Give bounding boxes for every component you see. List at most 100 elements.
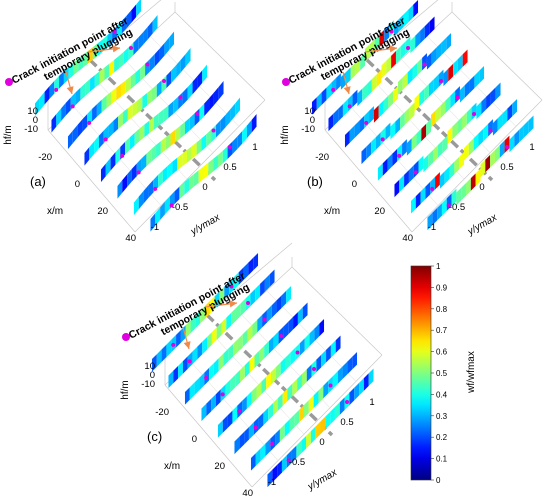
fracture-cell bbox=[175, 125, 181, 143]
fracture-cell bbox=[78, 54, 84, 72]
initiation-point bbox=[270, 441, 275, 446]
fracture-cell bbox=[339, 397, 345, 415]
fracture-cell bbox=[59, 71, 64, 89]
fracture-cell bbox=[108, 120, 114, 139]
fracture-cell bbox=[192, 76, 198, 95]
fracture-cell bbox=[480, 159, 486, 178]
fracture-cell bbox=[464, 80, 470, 98]
fracture-cell bbox=[326, 345, 331, 363]
fracture-cell bbox=[448, 63, 454, 82]
fracture-cell bbox=[84, 147, 90, 166]
fracture-cell bbox=[391, 51, 396, 69]
fracture-cell bbox=[235, 97, 241, 116]
fracture-cell bbox=[271, 300, 277, 318]
fracture-cell bbox=[168, 370, 174, 389]
fracture-cell bbox=[509, 134, 515, 153]
fracture-cell bbox=[194, 377, 200, 395]
fracture-cell bbox=[147, 88, 152, 106]
fracture-cell bbox=[151, 354, 157, 372]
fracture-cell bbox=[177, 153, 183, 171]
fracture-cell bbox=[445, 95, 451, 114]
fracture-cell bbox=[474, 70, 480, 89]
fracture-cell bbox=[68, 62, 74, 80]
fracture-cell bbox=[283, 321, 289, 340]
initiation-point bbox=[145, 62, 150, 67]
fracture-cell bbox=[399, 174, 405, 193]
colorbar-tick-label: 1 bbox=[436, 262, 441, 271]
fracture-cell bbox=[362, 83, 368, 102]
fracture-cell bbox=[235, 303, 241, 321]
axis-box-edge bbox=[411, 99, 543, 233]
fracture-cell bbox=[131, 163, 137, 182]
fracture-cell bbox=[268, 336, 274, 354]
initiation-point bbox=[211, 128, 216, 133]
y-tick-label: 1 bbox=[252, 142, 257, 153]
initiation-point bbox=[195, 111, 200, 116]
fracture-cell bbox=[135, 68, 141, 86]
annotation-text: Crack initiation point aftertemporary pl… bbox=[10, 15, 136, 97]
fracture-cell bbox=[393, 86, 398, 104]
fracture-cell bbox=[222, 146, 228, 164]
fracture-cell bbox=[121, 80, 126, 97]
fracture-cell bbox=[431, 110, 436, 128]
fracture-cell bbox=[359, 378, 364, 396]
panel-a: Crack initiation point aftertemporary pl… bbox=[3, 0, 266, 244]
fracture-cell bbox=[187, 146, 192, 163]
fracture-cell bbox=[209, 92, 214, 111]
fracture-cell bbox=[514, 129, 520, 148]
fracture-cell bbox=[424, 84, 429, 102]
fracture-cell bbox=[258, 412, 264, 431]
fracture-cell bbox=[243, 262, 249, 281]
fracture-cell bbox=[408, 4, 414, 23]
fracture-cell bbox=[182, 356, 188, 374]
fracture-cell bbox=[415, 191, 421, 209]
fracture-cell bbox=[114, 55, 119, 73]
fracture-cell bbox=[422, 53, 427, 71]
fracture-cell bbox=[381, 60, 387, 79]
colorbar-tick-label: 0.9 bbox=[436, 283, 448, 292]
fracture-cell bbox=[151, 84, 157, 102]
fracture-cell bbox=[369, 39, 375, 57]
fracture bbox=[168, 269, 275, 389]
fracture-cell bbox=[232, 136, 238, 155]
fracture-cell bbox=[413, 160, 419, 178]
fracture-cell bbox=[250, 453, 256, 471]
fracture-cell bbox=[261, 376, 267, 395]
fracture-cell bbox=[259, 345, 265, 364]
fracture-cell bbox=[466, 107, 472, 125]
fracture-cell bbox=[427, 212, 433, 231]
fracture-cell bbox=[173, 96, 179, 114]
fracture-cell bbox=[173, 365, 179, 384]
fracture-cell bbox=[242, 329, 248, 347]
fracture bbox=[184, 285, 292, 405]
annotation-arrow bbox=[65, 71, 74, 95]
fracture-cell bbox=[197, 341, 203, 360]
fracture-cell bbox=[56, 108, 62, 127]
fracture-cell bbox=[411, 133, 417, 151]
x-tick-label: 40 bbox=[242, 488, 253, 497]
fracture-cell bbox=[96, 99, 102, 117]
fracture-cell bbox=[137, 96, 143, 114]
fracture-cell bbox=[388, 90, 394, 109]
fracture-cell bbox=[342, 99, 348, 117]
z-tick-label: -10 bbox=[301, 124, 315, 135]
fracture-cell bbox=[169, 31, 175, 50]
x-axis-label: x/m bbox=[324, 206, 340, 217]
fracture-cell bbox=[160, 137, 166, 154]
fracture-cell bbox=[296, 440, 302, 459]
fracture-cell bbox=[310, 426, 316, 444]
fracture-cell bbox=[473, 133, 479, 151]
fracture bbox=[151, 252, 259, 372]
fracture-cell bbox=[395, 46, 401, 64]
fracture-cell bbox=[286, 285, 292, 304]
fracture-cell bbox=[265, 438, 271, 457]
y-tick-label: 0 bbox=[319, 437, 324, 448]
fracture-cell bbox=[239, 431, 245, 450]
fracture-cell bbox=[219, 286, 225, 305]
fracture-cell bbox=[325, 411, 331, 430]
fracture-cell bbox=[199, 372, 205, 391]
fracture-cell bbox=[352, 351, 358, 370]
y-tick-label: -0.5 bbox=[449, 202, 465, 213]
fracture-cell bbox=[213, 86, 219, 106]
fracture-cell bbox=[432, 207, 438, 226]
